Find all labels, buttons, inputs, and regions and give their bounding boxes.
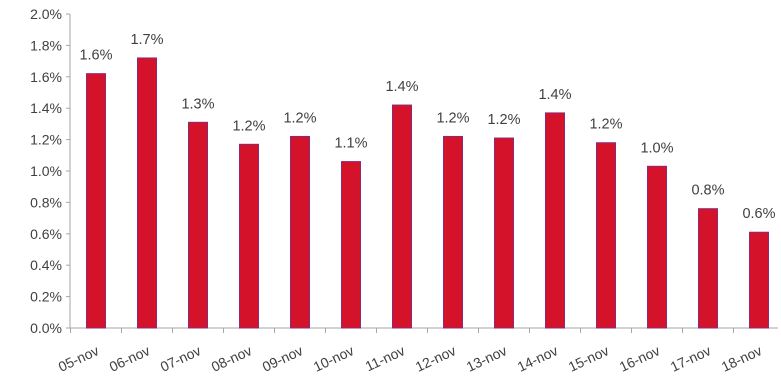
data-label-12-nov: 1.2% [436, 110, 469, 126]
x-tick-label: 17-nov [668, 342, 714, 375]
data-label-15-nov: 1.2% [589, 117, 622, 133]
bars [86, 57, 769, 329]
bar-14-nov [545, 112, 565, 329]
data-label-18-nov: 0.6% [742, 206, 775, 222]
x-tick-label: 11-nov [363, 342, 408, 374]
data-label-07-nov: 1.3% [181, 96, 214, 112]
y-tick-label: 1.2% [30, 132, 62, 148]
x-tick-label: 18-nov [719, 342, 765, 375]
bar-17-nov [698, 208, 718, 329]
data-label-13-nov: 1.2% [487, 112, 520, 128]
bar-10-nov [341, 161, 361, 329]
data-label-08-nov: 1.2% [232, 118, 265, 134]
y-tick-label: 0.2% [30, 289, 62, 305]
data-label-17-nov: 0.8% [691, 183, 724, 199]
bar-08-nov [239, 143, 259, 329]
bar-16-nov [647, 165, 667, 329]
x-tick-label: 06-nov [107, 342, 153, 375]
bar-06-nov [137, 57, 157, 329]
x-tick-label: 15-nov [566, 342, 612, 375]
y-tick-label: 0.6% [30, 226, 62, 242]
bar-05-nov [86, 73, 106, 329]
data-labels: 1.6% 1.7% 1.3% 1.2% 1.2% 1.1% 1.4% 1.2% 1.2% 1.4%… [79, 32, 775, 222]
data-label-14-nov: 1.4% [538, 87, 571, 103]
bar-15-nov [596, 142, 616, 329]
x-tick-label: 07-nov [158, 342, 204, 375]
x-tick-label: 09-nov [260, 342, 306, 375]
x-tick-label: 14-nov [515, 342, 561, 375]
x-tick-label: 08-nov [209, 342, 255, 375]
y-axis: 0.0% 0.2% 0.4% 0.6% 0.8% 1.0% 1.2% 1.4% 1.6% 1.8%… [30, 6, 71, 336]
bar-07-nov [188, 121, 208, 329]
y-tick-label: 2.0% [30, 6, 62, 22]
x-tick-label: 10-nov [311, 342, 357, 375]
y-tick-label: 1.0% [30, 163, 62, 179]
data-label-05-nov: 1.6% [79, 48, 112, 64]
y-tick-label: 1.4% [30, 100, 62, 116]
x-axis: 05-nov 06-nov 07-nov 08-nov 09-nov 10-nov 11-n… [56, 327, 778, 375]
bar-11-nov [392, 104, 412, 329]
y-tick-label: 0.4% [30, 257, 62, 273]
data-label-06-nov: 1.7% [130, 32, 163, 48]
bar-12-nov [443, 135, 463, 329]
y-tick-label: 1.6% [30, 69, 62, 85]
data-label-10-nov: 1.1% [334, 136, 367, 152]
y-tick-label: 1.8% [30, 37, 62, 53]
x-tick-label: 16-nov [617, 342, 663, 375]
x-tick-label: 13-nov [464, 342, 510, 375]
x-tick-label: 05-nov [56, 342, 102, 375]
bar-09-nov [290, 135, 310, 329]
y-tick-label: 0.8% [30, 194, 62, 210]
bar-13-nov [494, 137, 514, 329]
data-label-09-nov: 1.2% [283, 110, 316, 126]
x-tick-label: 12-nov [413, 342, 459, 375]
data-label-16-nov: 1.0% [640, 140, 673, 156]
data-label-11-nov: 1.4% [385, 79, 418, 95]
bar-18-nov [749, 231, 769, 329]
y-tick-label: 0.0% [30, 320, 62, 336]
